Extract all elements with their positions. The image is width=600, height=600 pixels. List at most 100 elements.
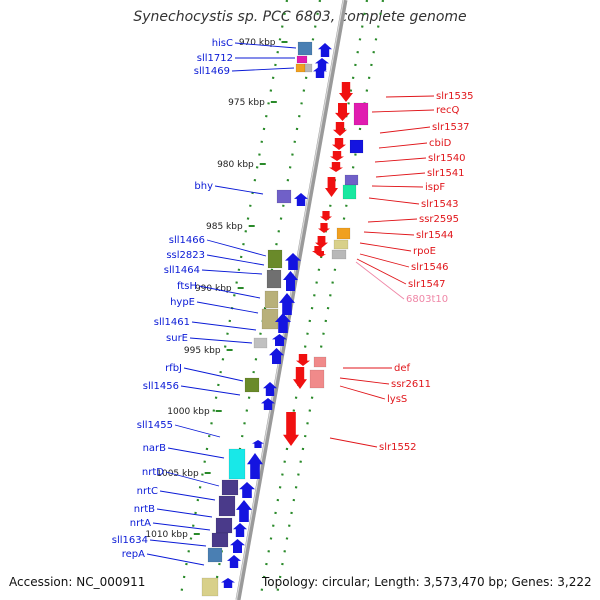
- left-gene-label[interactable]: nrtB: [134, 504, 155, 515]
- right-gene-label[interactable]: lysS: [387, 394, 407, 405]
- left-gene-label[interactable]: sll1461: [154, 317, 190, 328]
- right-leader-line: [379, 126, 431, 134]
- kbp-tick-label: 985 kbp: [206, 222, 243, 232]
- left-gene-label[interactable]: surE: [166, 333, 188, 344]
- right-gene-label[interactable]: slr1546: [411, 262, 449, 273]
- right-gene-label[interactable]: slr1547: [408, 279, 446, 290]
- left-gene-label[interactable]: sll1456: [143, 381, 179, 392]
- left-leader-line: [206, 254, 265, 266]
- left-strand-gene-arrow: [221, 578, 235, 588]
- left-strand-gene-arrow: [272, 334, 287, 346]
- left-strand-gene-box: [215, 517, 233, 534]
- left-strand-gene-arrow: [227, 555, 241, 568]
- left-gene-label[interactable]: rfbJ: [165, 363, 182, 374]
- left-gene-label[interactable]: hisC: [212, 38, 233, 49]
- right-gene-label[interactable]: rpoE: [413, 246, 436, 257]
- left-leader-line: [206, 239, 267, 257]
- right-strand-gene-arrow: [330, 151, 344, 161]
- right-gene-label[interactable]: ssr2595: [419, 214, 459, 225]
- left-strand-gene-arrow: [318, 43, 332, 57]
- right-gene-label[interactable]: slr1535: [436, 91, 474, 102]
- right-leader-line: [371, 109, 435, 113]
- left-leader-line: [201, 269, 263, 275]
- left-gene-label[interactable]: sll1712: [197, 53, 233, 64]
- left-leader-line: [167, 447, 225, 459]
- left-strand-gene-arrow: [247, 453, 263, 479]
- left-gene-label[interactable]: narB: [143, 443, 167, 454]
- left-strand-features: [201, 41, 332, 597]
- right-gene-label[interactable]: ispF: [425, 182, 445, 193]
- right-strand-gene-arrow: [296, 354, 310, 366]
- right-leader-line: [339, 385, 386, 400]
- left-leader-line: [159, 490, 216, 501]
- right-gene-label[interactable]: def: [394, 363, 411, 374]
- left-leader-line: [165, 471, 220, 487]
- right-leader-line: [356, 258, 407, 285]
- left-gene-label[interactable]: sll1469: [194, 66, 230, 77]
- right-gene-label[interactable]: slr1543: [421, 199, 459, 210]
- left-strand-gene-box: [261, 308, 279, 330]
- left-gene-label[interactable]: sll1634: [112, 535, 148, 546]
- left-strand-gene-arrow: [294, 193, 308, 206]
- right-strand-gene-box: [353, 102, 369, 126]
- left-gene-label[interactable]: nrtD: [142, 467, 164, 478]
- left-strand-gene-arrow: [261, 398, 275, 410]
- kbp-tick-label: 1010 kbp: [145, 530, 188, 540]
- right-strand-gene-arrow: [339, 82, 353, 102]
- right-strand-gene-arrow: [316, 251, 326, 257]
- right-strand-features: [283, 82, 369, 446]
- left-strand-gene-box: [297, 41, 313, 56]
- left-strand-gene-box: [304, 63, 313, 73]
- left-strand-gene-arrow: [285, 253, 301, 270]
- left-leader-line: [198, 285, 261, 299]
- right-leader-line: [359, 242, 412, 252]
- left-strand-gene-box: [207, 547, 223, 563]
- left-strand-gene-box: [211, 532, 229, 548]
- right-gene-label[interactable]: cbiD: [429, 138, 452, 149]
- left-gene-label[interactable]: sll1455: [137, 420, 173, 431]
- left-strand-gene-arrow: [236, 500, 252, 522]
- left-strand-gene-box: [266, 269, 282, 289]
- right-strand-gene-box: [344, 174, 359, 186]
- left-gene-label[interactable]: sll1466: [169, 235, 205, 246]
- left-strand-gene-box: [267, 249, 283, 269]
- left-gene-label[interactable]: hypE: [170, 297, 195, 308]
- right-strand-gene-box: [349, 139, 364, 154]
- right-strand-gene-arrow: [293, 367, 307, 389]
- left-leader-line: [183, 367, 244, 382]
- right-gene-label[interactable]: slr1540: [428, 153, 466, 164]
- right-gene-label[interactable]: slr1537: [432, 122, 470, 133]
- left-gene-label[interactable]: repA: [122, 549, 145, 560]
- genome-title: Synechocystis sp. PCC 6803, complete gen…: [133, 9, 467, 25]
- dots-right-inner: [258, 0, 369, 600]
- kbp-tick-label: 980 kbp: [217, 160, 254, 170]
- right-leader-line: [367, 218, 418, 223]
- right-gene-label[interactable]: slr1552: [379, 442, 417, 453]
- left-strand-gene-box: [264, 290, 279, 309]
- right-leader-line: [363, 231, 415, 236]
- right-gene-label[interactable]: slr1541: [427, 168, 465, 179]
- right-gene-label[interactable]: recQ: [436, 105, 460, 116]
- left-gene-label[interactable]: sll1464: [164, 265, 200, 276]
- left-gene-label[interactable]: ssl2823: [166, 250, 205, 261]
- left-strand-gene-box: [295, 63, 306, 73]
- right-leader-line: [371, 185, 424, 188]
- left-strand-gene-arrow: [279, 293, 295, 315]
- left-gene-label[interactable]: bhy: [194, 181, 213, 192]
- right-strand-gene-arrow: [325, 177, 338, 197]
- left-gene-label[interactable]: nrtC: [137, 486, 158, 497]
- right-gene-label[interactable]: 6803t10: [406, 294, 448, 305]
- left-gene-labels: hisC sll1712 sll1469 bhy sll1466 ssl2823 sll14…: [112, 38, 233, 560]
- label-leader-lines: [146, 42, 435, 566]
- left-strand-gene-box: [253, 337, 268, 349]
- right-gene-label[interactable]: slr1544: [416, 230, 454, 241]
- right-gene-labels: slr1535 recQ slr1537 cbiD slr1540 slr1541 ispF…: [379, 91, 474, 453]
- right-strand-gene-box: [336, 227, 351, 240]
- right-leader-line: [375, 172, 426, 178]
- left-gene-label[interactable]: ftsH: [177, 281, 197, 292]
- left-leader-line: [146, 553, 205, 566]
- right-gene-label[interactable]: ssr2611: [391, 379, 431, 390]
- right-leader-line: [329, 437, 378, 448]
- left-gene-label[interactable]: nrtA: [130, 518, 151, 529]
